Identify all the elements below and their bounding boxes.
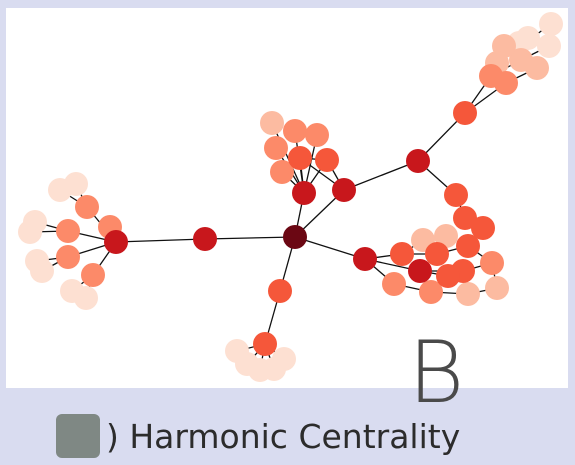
- graph-node: [253, 332, 277, 356]
- hub-node: [283, 225, 307, 249]
- graph-node: [382, 272, 406, 296]
- graph-node: [264, 136, 288, 160]
- figure-caption: ) Harmonic Centrality: [56, 414, 460, 458]
- graph-node: [104, 230, 128, 254]
- graph-node: [283, 119, 307, 143]
- graph-node: [408, 259, 432, 283]
- graph-node: [272, 347, 296, 371]
- graph-node: [480, 251, 504, 275]
- graph-node: [406, 149, 430, 173]
- graph-node: [292, 181, 316, 205]
- graph-edge: [343, 160, 419, 191]
- graph-node: [434, 224, 458, 248]
- graph-edge: [115, 238, 206, 243]
- graph-node: [453, 101, 477, 125]
- graph-node: [537, 34, 561, 58]
- graph-node: [425, 242, 449, 266]
- graph-nodes: [18, 12, 563, 382]
- graph-node: [539, 12, 563, 36]
- graph-edge: [294, 236, 366, 260]
- graph-node: [260, 111, 284, 135]
- graph-node: [390, 242, 414, 266]
- graph-node: [456, 234, 480, 258]
- graph-node: [485, 276, 509, 300]
- graph-node: [75, 195, 99, 219]
- graph-node: [30, 259, 54, 283]
- graph-node: [494, 71, 518, 95]
- graph-node: [444, 183, 468, 207]
- caption-swatch: [56, 414, 100, 458]
- graph-node: [56, 219, 80, 243]
- graph-node: [81, 263, 105, 287]
- panel-letter: B: [408, 323, 465, 423]
- graph-node: [436, 264, 460, 288]
- graph-node: [315, 148, 339, 172]
- graph-node: [525, 56, 549, 80]
- graph-node: [270, 160, 294, 184]
- graph-node: [305, 123, 329, 147]
- graph-node: [268, 279, 292, 303]
- graph-node: [332, 178, 356, 202]
- graph-node: [64, 172, 88, 196]
- graph-node: [56, 245, 80, 269]
- graph-node: [453, 206, 477, 230]
- graph-edge: [204, 236, 296, 240]
- graph-node: [419, 280, 443, 304]
- graph-node: [471, 216, 495, 240]
- graph-canvas: [6, 8, 568, 388]
- graph-node: [456, 282, 480, 306]
- graph-node: [353, 247, 377, 271]
- graph-node: [288, 146, 312, 170]
- graph-node: [74, 286, 98, 310]
- caption-text: ) Harmonic Centrality: [106, 416, 461, 456]
- network-graph: [18, 12, 563, 382]
- graph-node: [18, 220, 42, 244]
- graph-node: [193, 227, 217, 251]
- graph-edges: [29, 23, 552, 371]
